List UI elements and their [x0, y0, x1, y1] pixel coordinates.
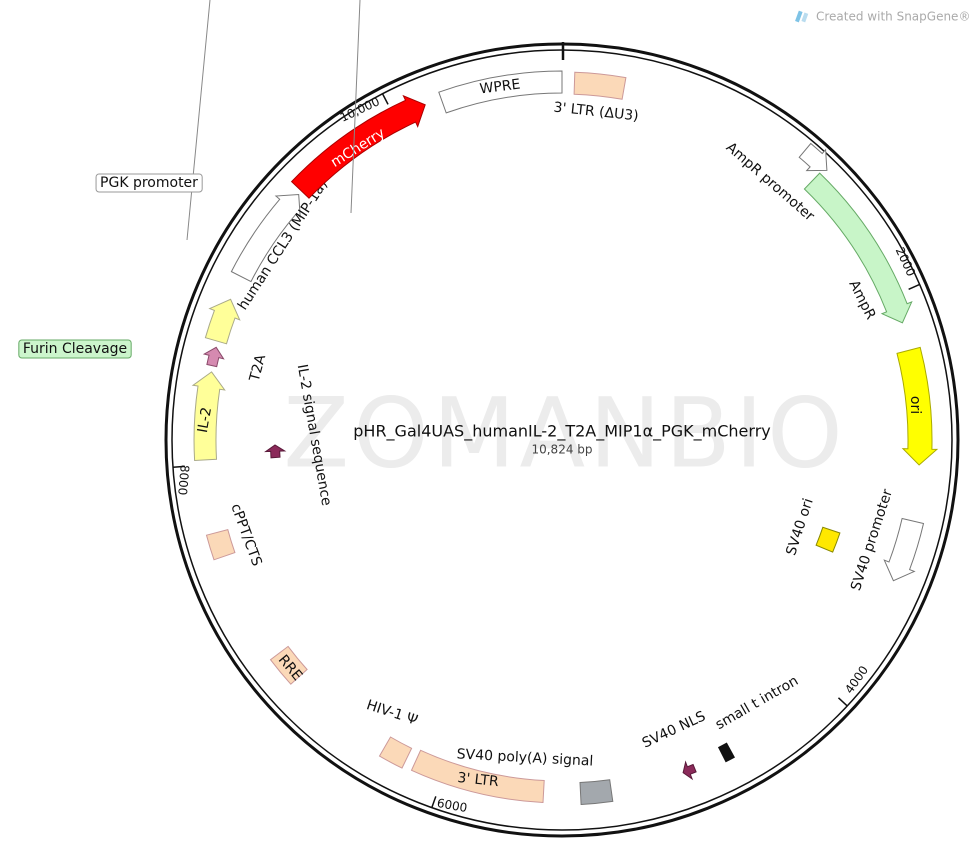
feature-label: SV40 promoter — [848, 487, 896, 593]
credit-logo — [795, 10, 809, 23]
callout-label: PGK promoter — [100, 175, 198, 191]
feature-shape — [682, 760, 697, 781]
feature-shape — [264, 444, 287, 459]
credit: Created with SnapGene® — [816, 10, 970, 24]
tick-mark — [172, 465, 185, 468]
feature-label: SV40 NLS — [640, 708, 708, 751]
feature-label: SV40 poly(A) signal — [456, 746, 593, 769]
tick-label: 8000 — [175, 464, 192, 496]
feature-shape — [410, 749, 545, 804]
feature-shape — [717, 742, 735, 763]
feature-label: 3' LTR — [457, 770, 500, 790]
watermark: ZOMANBIO — [283, 377, 846, 489]
feature-shape — [205, 528, 236, 561]
feature-shape — [815, 526, 841, 553]
feature-shape — [269, 645, 308, 685]
tick-mark — [908, 283, 920, 290]
feature-shape — [573, 71, 627, 100]
tick-label: 6000 — [436, 796, 469, 815]
tick-mark — [431, 796, 437, 808]
feature-shape — [290, 94, 426, 199]
feature-shape — [378, 736, 413, 769]
callout-label: Furin Cleavage — [23, 341, 127, 357]
feature-shape — [896, 346, 939, 466]
feature-label: T2A — [247, 352, 270, 384]
feature-label: cPPT/CTS — [227, 502, 264, 569]
feature-label: WPRE — [479, 77, 522, 98]
feature-label: ori — [907, 396, 923, 414]
feature-label: small t intron — [713, 673, 801, 733]
feature-shape — [803, 172, 913, 324]
tick-mark — [381, 93, 389, 105]
feature-label: SV40 ori — [783, 496, 816, 557]
feature-shape — [438, 70, 563, 114]
feature-shape — [883, 517, 925, 582]
feature-label: 3' LTR (ΔU3) — [553, 100, 640, 125]
plasmid-name: pHR_Gal4UAS_humanIL-2_T2A_MIP1α_PGK_mChe… — [353, 422, 770, 442]
feature-shape — [202, 346, 225, 368]
feature-label: AmpR — [845, 278, 878, 323]
callout-box — [18, 339, 132, 359]
feature-label: HIV-1 Ψ — [364, 697, 419, 729]
feature-shape — [579, 779, 614, 806]
leader-line — [186, 0, 211, 241]
feature-shape — [230, 193, 301, 283]
callout-box — [95, 173, 203, 193]
leader-line — [350, 0, 361, 214]
tick-mark — [837, 697, 848, 707]
feature-shape — [204, 298, 241, 345]
feature-shape — [798, 142, 828, 172]
plasmid-length: 10,824 bp — [531, 443, 592, 457]
feature-label: IL-2 — [195, 406, 215, 434]
feature-shape — [191, 371, 226, 462]
